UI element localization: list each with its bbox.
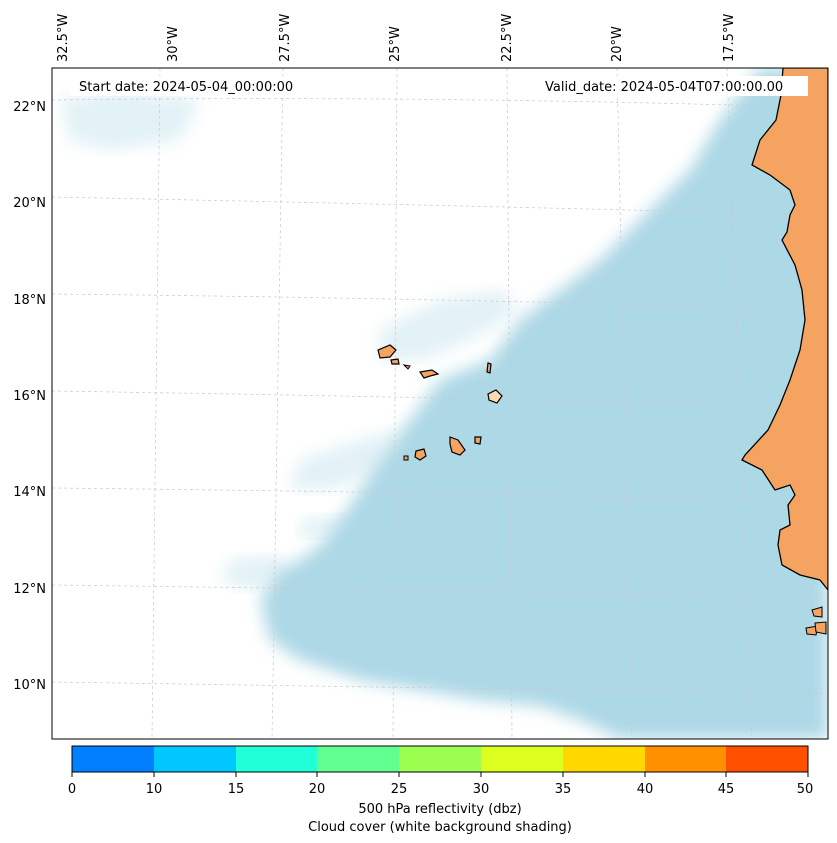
lat-label: 14°N	[13, 485, 46, 500]
island-maio	[474, 436, 482, 445]
colorbar-tick: 50	[797, 782, 814, 797]
land-island	[805, 625, 819, 636]
colorbar: 0 10 15 20 25 30 35 40 45 50 500 hPa ref…	[68, 745, 814, 835]
cloud-wisp	[300, 515, 350, 538]
colorbar-segment	[481, 746, 563, 772]
island-fogo	[414, 448, 427, 461]
cloud-wisp	[60, 90, 200, 150]
lon-label: 17.5°W	[722, 14, 737, 62]
longitude-labels: 32.5°W 30°W 27.5°W 25°W 22.5°W 20°W 17.5…	[56, 14, 737, 62]
lat-label: 12°N	[13, 582, 46, 597]
lat-label: 10°N	[13, 678, 46, 693]
latitude-labels: 22°N 20°N 18°N 16°N 14°N 12°N 10°N	[13, 100, 46, 693]
island-santo-antao	[377, 344, 397, 359]
valid-date-label: Valid_date: 2024-05-04T07:00:00.00	[545, 80, 783, 95]
lat-label: 22°N	[13, 100, 46, 115]
colorbar-tick: 25	[391, 782, 408, 797]
colorbar-segment	[317, 746, 399, 772]
colorbar-segment	[154, 746, 236, 772]
lon-label: 22.5°W	[500, 14, 515, 62]
colorbar-tick: 20	[309, 782, 326, 797]
cloud-wisp	[380, 290, 520, 360]
map-frame	[51, 67, 829, 740]
cloud-wisp	[290, 430, 400, 490]
colorbar-tick: 30	[473, 782, 490, 797]
colorbar-segment	[726, 746, 808, 772]
colorbar-tick: 10	[146, 782, 163, 797]
island-sal	[486, 362, 492, 374]
land-island	[814, 621, 827, 635]
lat-label: 16°N	[13, 389, 46, 404]
colorbar-segment	[563, 746, 645, 772]
gridlines	[52, 68, 828, 739]
land-west-africa	[741, 68, 828, 592]
start-date-label: Start date: 2024-05-04_00:00:00	[79, 80, 293, 95]
island-santiago	[449, 436, 466, 456]
lon-label: 27.5°W	[278, 14, 293, 62]
lat-label: 18°N	[13, 293, 46, 308]
lon-label: 30°W	[166, 26, 181, 62]
lat-label: 20°N	[13, 196, 46, 211]
island-boa-vista	[487, 389, 503, 404]
lon-label: 32.5°W	[56, 14, 71, 62]
island-santa-luzia	[402, 364, 411, 370]
land-island	[811, 606, 823, 618]
lon-label: 25°W	[388, 26, 403, 62]
colorbar-sublabel: Cloud cover (white background shading)	[308, 820, 572, 835]
island-sao-vicente	[390, 358, 400, 365]
start-date-box	[70, 76, 310, 96]
colorbar-label: 500 hPa reflectivity (dbz)	[358, 802, 521, 817]
colorbar-tick: 15	[228, 782, 245, 797]
colorbar-tick: 0	[68, 782, 76, 797]
island-brava	[403, 455, 409, 461]
colorbar-segment	[236, 746, 317, 772]
colorbar-tick: 40	[637, 782, 654, 797]
colorbar-segment	[72, 746, 154, 772]
island-sao-nicolau	[418, 369, 440, 379]
colorbar-segment	[399, 746, 481, 772]
lon-label: 20°W	[610, 26, 625, 62]
cloud-wisp	[220, 555, 290, 590]
colorbar-tick: 35	[555, 782, 572, 797]
colorbar-tick: 45	[718, 782, 735, 797]
cloud-cover-area	[260, 68, 828, 739]
colorbar-segment	[645, 746, 726, 772]
colorbar-frame	[71, 745, 809, 773]
valid-date-box	[538, 76, 808, 96]
